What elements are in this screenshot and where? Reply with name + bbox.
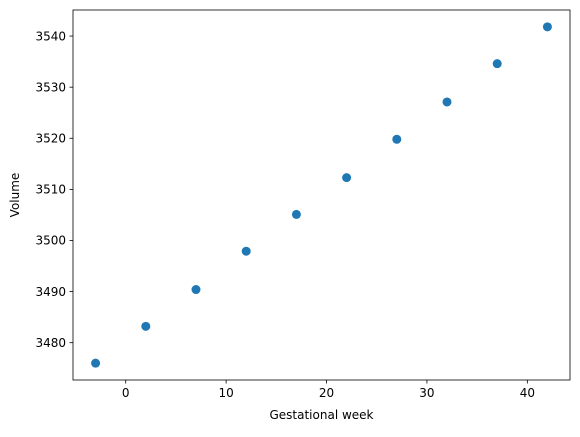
data-point (342, 173, 352, 183)
data-point (141, 321, 151, 331)
x-tick-label: 40 (520, 386, 535, 400)
data-point (542, 22, 552, 32)
data-points (91, 22, 552, 368)
x-axis-label: Gestational week (269, 408, 373, 422)
y-tick-label: 3490 (35, 285, 66, 299)
x-tick-label: 30 (419, 386, 434, 400)
data-point (91, 358, 101, 368)
y-tick-label: 3480 (35, 336, 66, 350)
data-point (392, 134, 402, 144)
data-point (291, 209, 301, 219)
data-point (191, 285, 201, 295)
y-tick-label: 3540 (35, 29, 66, 43)
y-axis: 3480 3490 3500 3510 3520 3530 3540 (35, 29, 73, 350)
y-tick-label: 3530 (35, 80, 66, 94)
y-tick-label: 3500 (35, 234, 66, 248)
data-point (442, 97, 452, 107)
y-tick-label: 3520 (35, 131, 66, 145)
x-tick-label: 20 (319, 386, 334, 400)
plot-area (72, 9, 571, 381)
y-tick-label: 3510 (35, 183, 66, 197)
x-tick-label: 0 (122, 386, 130, 400)
data-point (492, 59, 502, 69)
x-axis: 0 10 20 30 40 (122, 380, 535, 400)
data-point (241, 246, 251, 256)
y-axis-label: Volume (8, 173, 22, 218)
x-tick-label: 10 (218, 386, 233, 400)
